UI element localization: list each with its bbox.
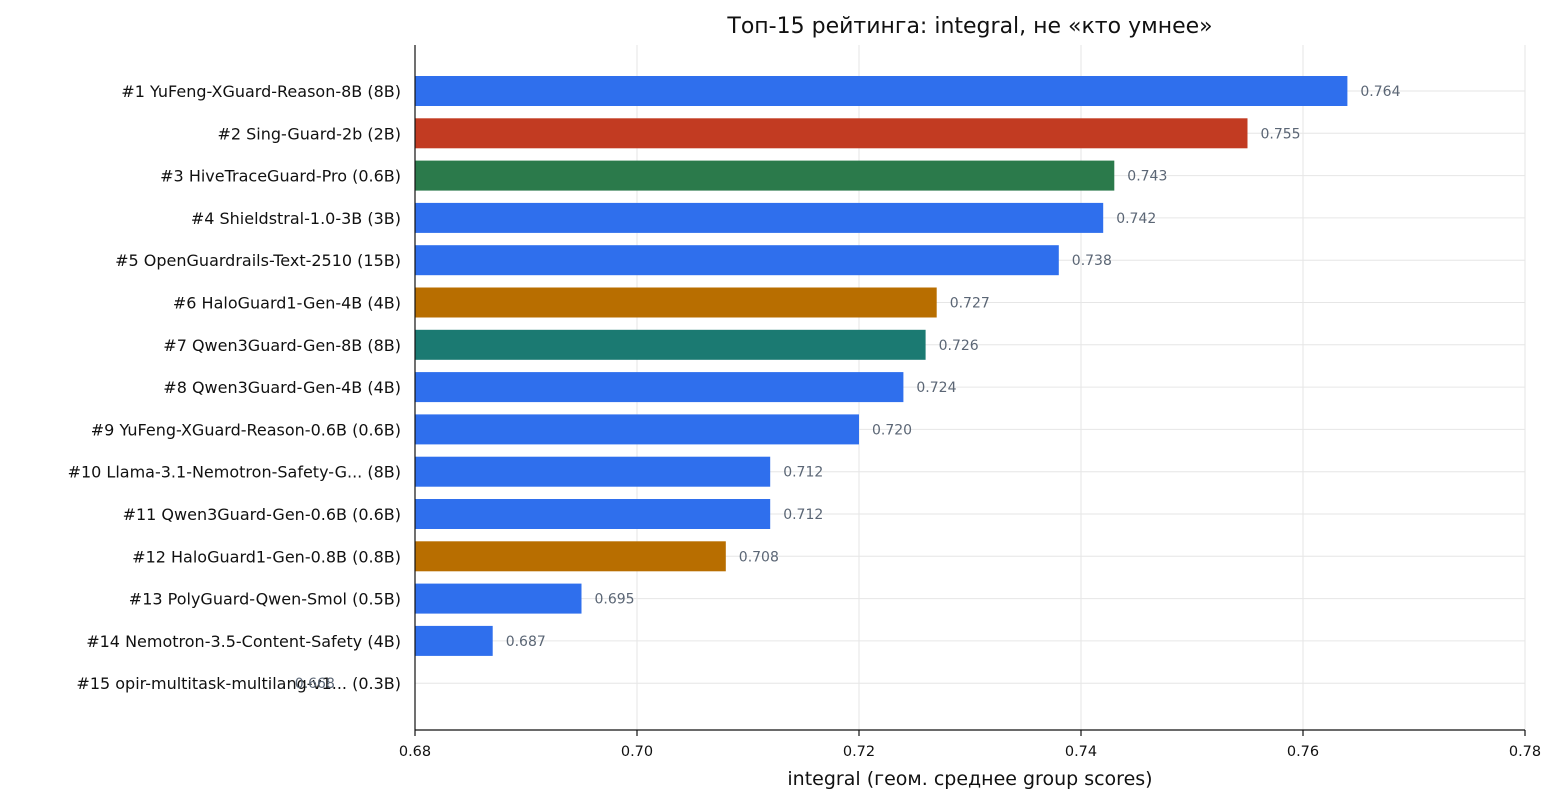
category-label: #9 YuFeng-XGuard-Reason-0.6B (0.6B) [91,420,401,439]
category-label: #4 Shieldstral-1.0-3B (3B) [191,209,401,228]
bar [415,372,904,403]
value-label: 0.708 [739,549,779,565]
bar [415,456,771,487]
bar [415,583,582,614]
category-label: #2 Sing-Guard-2b (2B) [217,124,401,143]
value-label: 0.687 [506,634,546,650]
x-tick-label: 0.78 [1509,744,1541,760]
x-axis-label: integral (геом. среднее group scores) [787,768,1152,790]
bar [415,245,1059,276]
value-labels: 0.764 0.755 0.743 0.742 0.738 0.727 0.726 0.724… [295,84,1401,692]
value-label: 0.720 [872,422,912,438]
bars [415,76,1348,656]
category-label: #3 HiveTraceGuard-Pro (0.6B) [160,167,401,186]
category-label: #8 Qwen3Guard-Gen-4B (4B) [163,378,401,397]
category-label: #7 Qwen3Guard-Gen-8B (8B) [163,336,401,355]
bar [415,118,1248,149]
value-label: 0.726 [939,338,979,354]
category-label: #15 opir-multitask-multilang-v1... (0.3B… [76,674,401,693]
value-label: 0.712 [783,465,823,481]
value-label: 0.712 [783,507,823,523]
bar [415,329,926,360]
category-labels: #1 YuFeng-XGuard-Reason-8B (8B) #2 Sing-G… [68,82,401,693]
bar [415,499,771,529]
category-label: #6 HaloGuard1-Gen-4B (4B) [173,294,401,313]
value-label: 0.724 [916,380,956,396]
bar [415,625,493,656]
bar [415,414,859,445]
bar [415,287,937,318]
category-label: #13 PolyGuard-Qwen-Smol (0.5B) [129,590,401,609]
value-label: 0.738 [1072,253,1112,269]
x-ticks: 0.68 0.70 0.72 0.74 0.76 0.78 [399,730,1541,760]
x-tick-label: 0.74 [1065,744,1097,760]
category-label: #5 OpenGuardrails-Text-2510 (15B) [115,251,401,270]
category-label: #12 HaloGuard1-Gen-0.8B (0.8B) [132,547,401,566]
x-tick-label: 0.76 [1287,744,1319,760]
bar [415,160,1115,191]
value-label: 0.764 [1360,84,1400,100]
category-label: #1 YuFeng-XGuard-Reason-8B (8B) [121,82,401,101]
value-label: 0.695 [595,592,635,608]
bar [415,541,726,572]
x-tick-label: 0.68 [399,744,431,760]
category-label: #14 Nemotron-3.5-Content-Safety (4B) [86,632,401,651]
value-label: 0.727 [950,296,990,312]
bar [415,202,1104,233]
category-label: #10 Llama-3.1-Nemotron-Safety-G... (8B) [68,463,401,482]
bar [415,76,1348,106]
x-tick-label: 0.72 [843,744,875,760]
value-label: 0.755 [1261,126,1301,142]
category-label: #11 Qwen3Guard-Gen-0.6B (0.6B) [123,505,401,524]
chart-title: Топ-15 рейтинга: integral, не «кто умнее… [726,14,1212,39]
value-label: 0.742 [1116,211,1156,227]
value-label: 0.668 [295,676,335,692]
value-label: 0.743 [1127,169,1167,185]
x-tick-label: 0.70 [621,744,653,760]
